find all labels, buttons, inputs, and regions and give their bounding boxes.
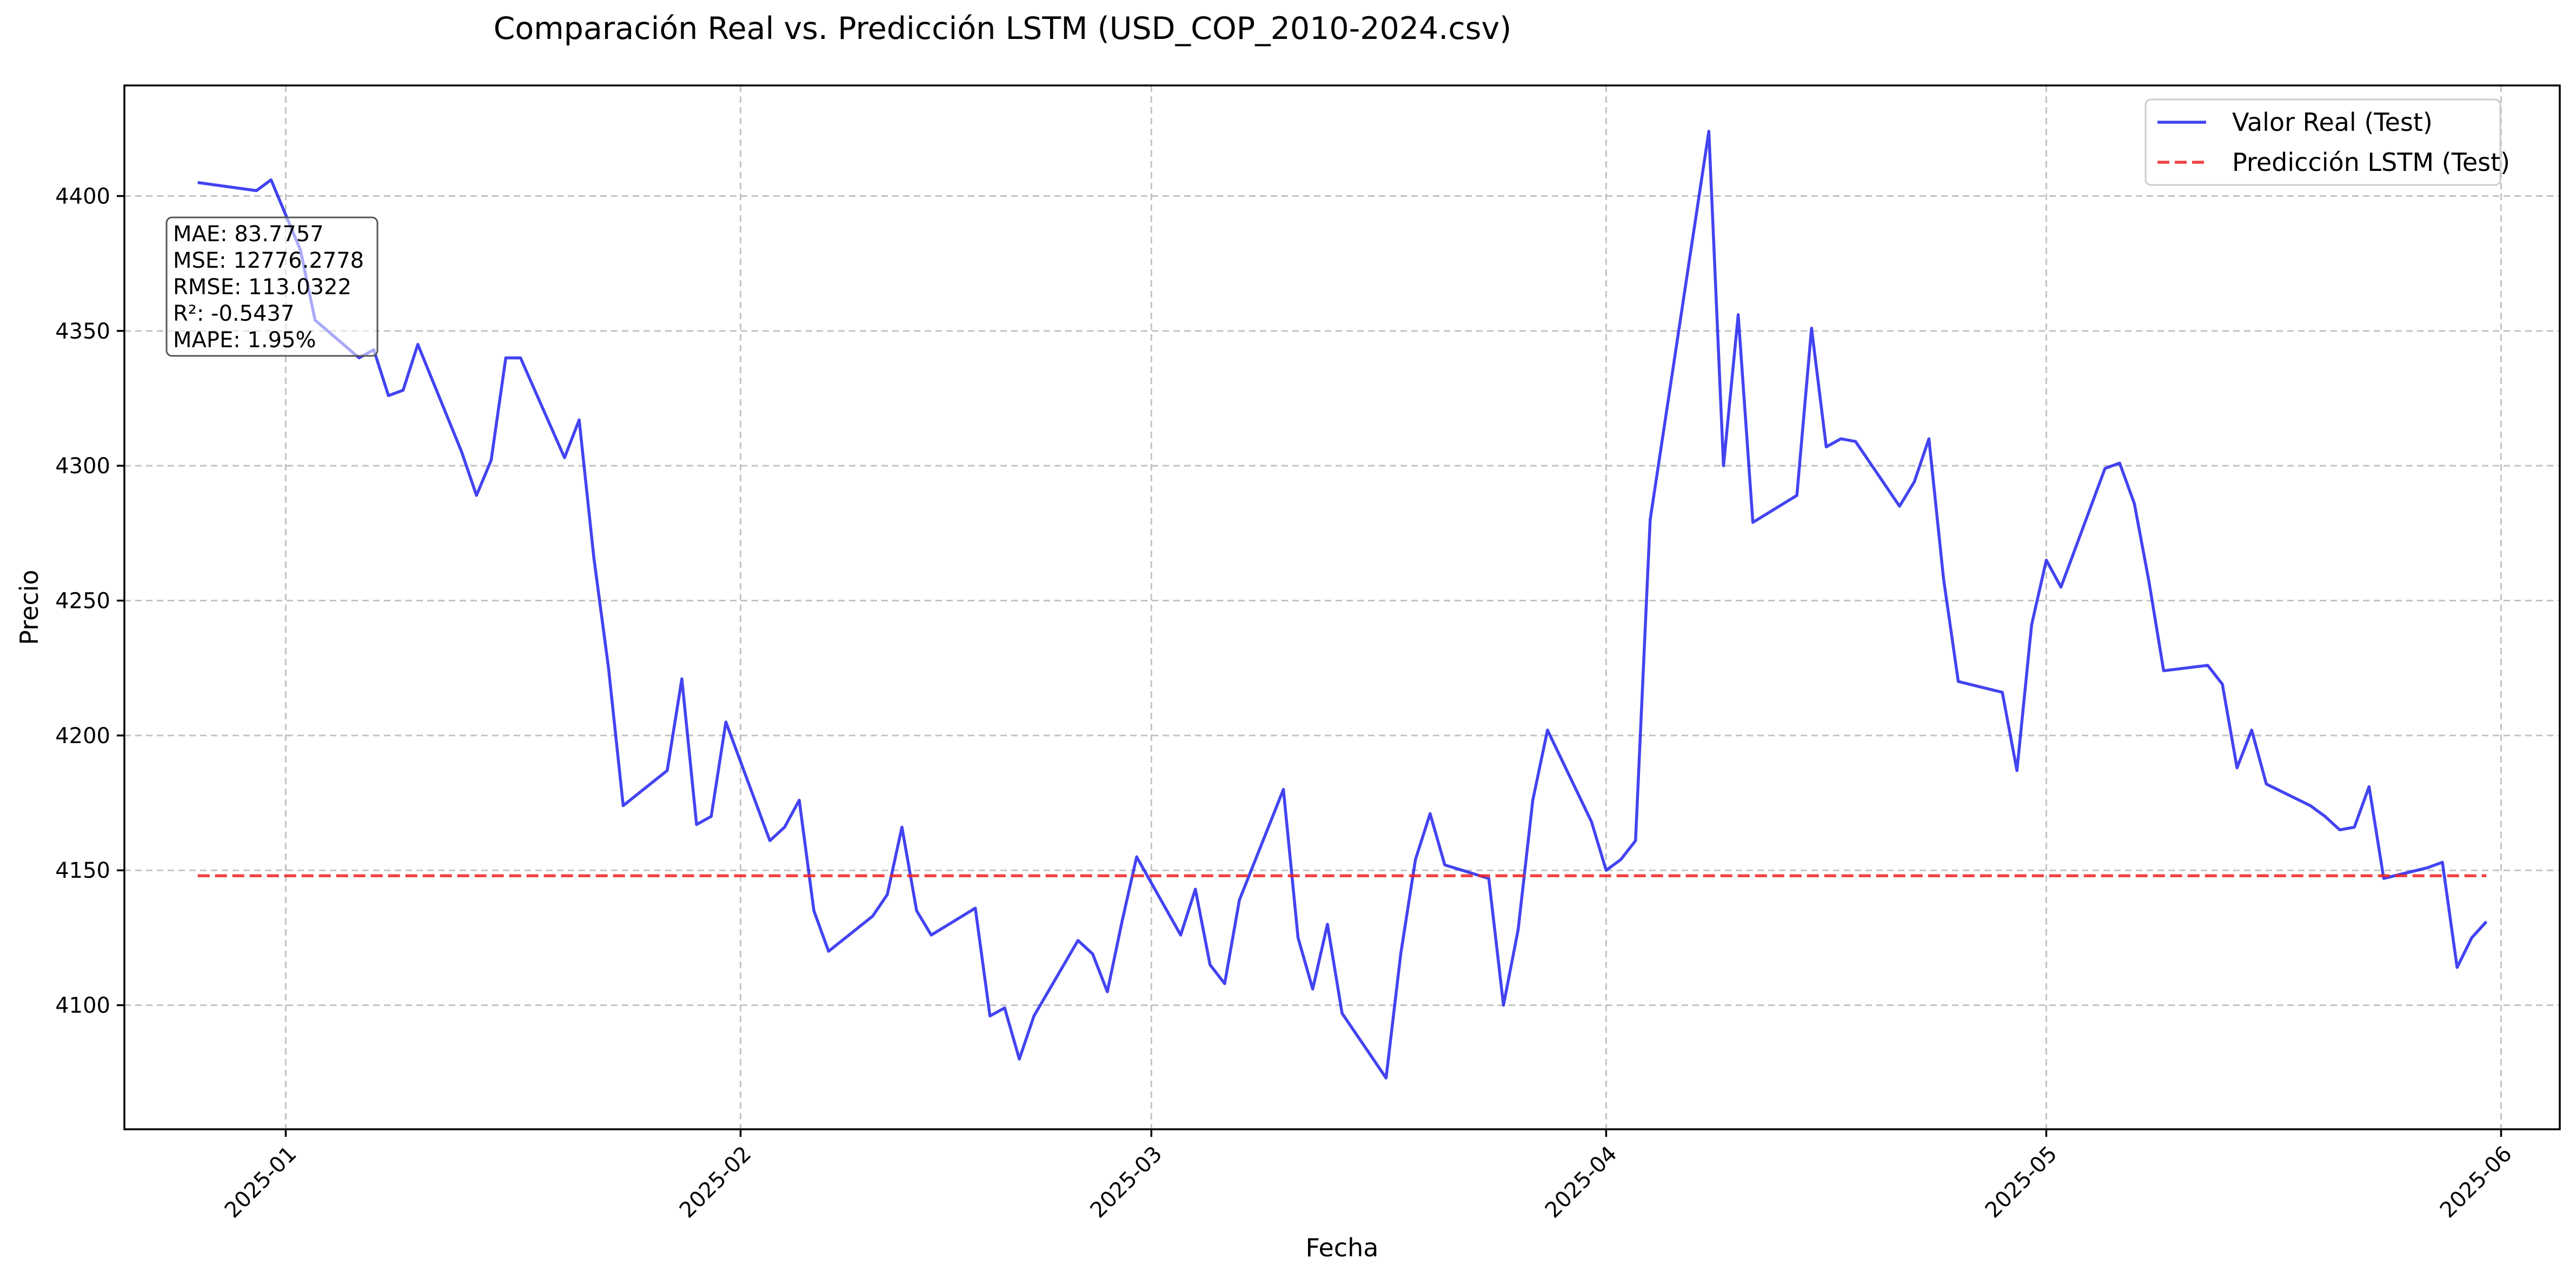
y-tick-label: 4250 [55,589,110,614]
y-tick-label: 4200 [55,724,110,749]
legend-label: Valor Real (Test) [2232,108,2433,137]
y-axis-label: Precio [15,570,44,645]
series-real-line [197,130,2488,1080]
legend-label: Predicción LSTM (Test) [2232,148,2510,177]
y-tick-label: 4150 [55,858,110,883]
chart-title: Comparación Real vs. Predicción LSTM (US… [494,11,1512,47]
metrics-box-frame [165,216,379,357]
y-tick-label: 4100 [55,994,110,1018]
series-layer [197,130,2488,1080]
y-tick-label: 4400 [55,184,110,209]
grid-layer [124,85,2560,1129]
plot-area-border [123,84,2561,1130]
legend: Valor Real (Test) Predicción LSTM (Test) [2145,98,2510,186]
y-tick-label: 4350 [55,319,110,344]
metric-line: MAPE: 1.95% [173,328,316,353]
x-axis-label: Fecha [1306,1233,1379,1262]
metric-line: MSE: 12776.2778 [173,248,364,273]
metric-line: MAE: 83.7757 [173,222,324,247]
legend-frame [2145,98,2501,186]
y-tick-label: 4300 [55,454,110,479]
metric-line: RMSE: 113.0322 [173,275,351,300]
metric-line: R²: -0.5437 [173,301,294,326]
